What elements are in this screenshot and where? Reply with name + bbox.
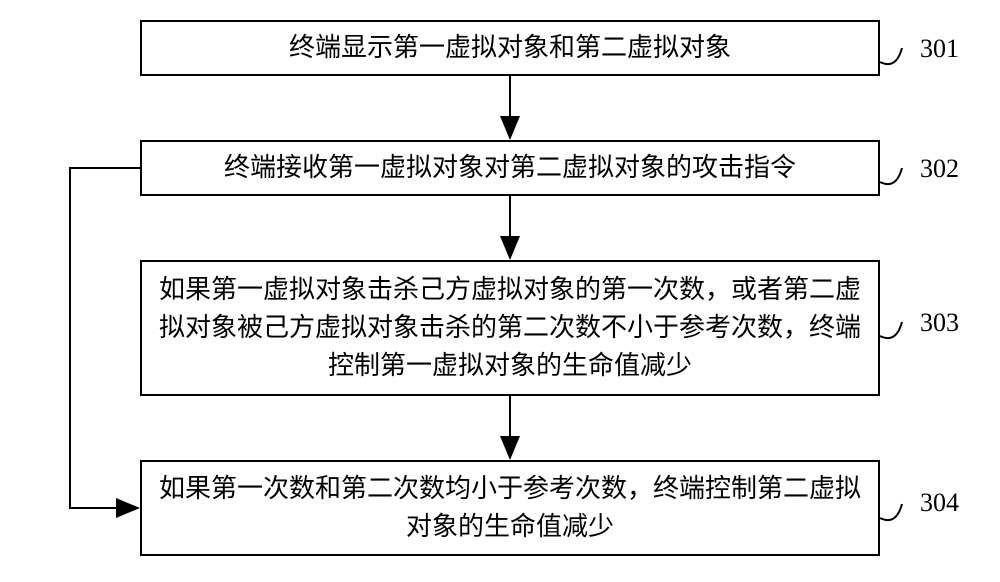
label-connector-303 (880, 322, 902, 338)
flow-step-301-label: 301 (920, 34, 959, 64)
flow-step-303-label: 303 (920, 308, 959, 338)
flow-step-301: 终端显示第一虚拟对象和第二虚拟对象 (140, 20, 880, 76)
flow-step-303: 如果第一虚拟对象击杀己方虚拟对象的第一次数，或者第二虚拟对象被己方虚拟对象击杀的… (140, 260, 880, 396)
flow-step-301-text: 终端显示第一虚拟对象和第二虚拟对象 (289, 29, 731, 67)
flow-step-303-text: 如果第一虚拟对象击杀己方虚拟对象的第一次数，或者第二虚拟对象被己方虚拟对象击杀的… (156, 271, 864, 384)
label-connector-301 (880, 48, 902, 64)
flow-step-304-text: 如果第一次数和第二次数均小于参考次数，终端控制第二虚拟对象的生命值减少 (156, 470, 864, 545)
flow-step-304-label: 304 (920, 488, 959, 518)
flow-step-302: 终端接收第一虚拟对象对第二虚拟对象的攻击指令 (140, 140, 880, 196)
flow-step-302-text: 终端接收第一虚拟对象对第二虚拟对象的攻击指令 (224, 149, 796, 187)
label-connector-304 (880, 504, 902, 520)
label-connector-302 (880, 168, 902, 184)
arrow-302-304-bypass (70, 168, 140, 508)
flow-step-304: 如果第一次数和第二次数均小于参考次数，终端控制第二虚拟对象的生命值减少 (140, 460, 880, 556)
flow-step-302-label: 302 (920, 154, 959, 184)
